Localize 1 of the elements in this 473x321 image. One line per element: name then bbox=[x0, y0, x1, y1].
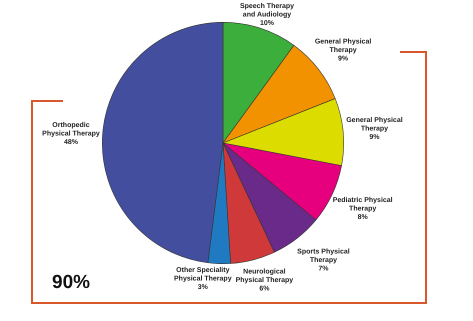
text: 90% bbox=[52, 272, 90, 294]
